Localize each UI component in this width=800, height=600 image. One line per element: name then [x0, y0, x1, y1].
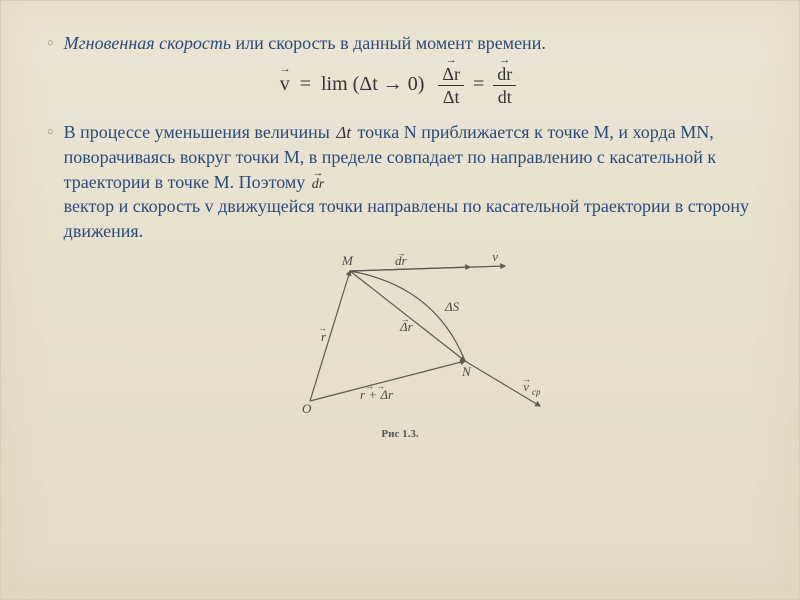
frac2-den: dt — [493, 86, 516, 106]
svg-text:r→: r→ — [318, 323, 327, 344]
formula-lim: lim — [321, 73, 348, 95]
bullet-1: ○ Мгновенная скорость или скорость в дан… — [47, 31, 753, 55]
frac2-num: dr — [497, 65, 512, 83]
svg-text:r + Δr→ →: r + Δr→ → — [360, 381, 394, 402]
frac1-den: Δt — [438, 86, 464, 106]
slide: ○ Мгновенная скорость или скорость в дан… — [0, 0, 800, 600]
diagram-container: O M N r→ r + Δr→ → dr→ v→ ΔS Δr→ v→ср Ри… — [47, 251, 753, 440]
formula: v = lim (Δt → 0) Δr Δt = dr dt — [47, 65, 753, 106]
bullet1-rest: или скорость в данный момент времени. — [231, 33, 546, 53]
b2-p1: В процессе уменьшения величины — [64, 122, 335, 142]
svg-text:v→: v→ — [490, 251, 499, 264]
label-vavg-sub: ср — [532, 387, 541, 397]
bullet-2-text: В процессе уменьшения величины Δt точка … — [64, 120, 753, 243]
formula-frac2: dr dt — [493, 65, 516, 106]
label-N: N — [461, 364, 472, 379]
svg-text:Δr→: Δr→ — [399, 314, 414, 334]
svg-text:v→ср: v→ср — [522, 374, 541, 397]
bullet-marker-icon: ○ — [47, 126, 54, 138]
frac1-num: Δr — [442, 65, 460, 83]
formula-lhs: v — [280, 73, 290, 96]
bullet-marker-icon: ○ — [47, 37, 54, 49]
label-dS: ΔS — [444, 299, 460, 314]
formula-eq: = — [473, 73, 484, 95]
b2-p3: вектор и скорость v движущейся точки нап… — [64, 196, 749, 240]
b2-sym2: dr — [312, 176, 324, 195]
label-O: O — [302, 401, 312, 416]
b2-sym1: Δt — [336, 122, 351, 145]
bullet1-prefix: Мгновенная скорость — [64, 33, 231, 53]
kinematics-diagram: O M N r→ r + Δr→ → dr→ v→ ΔS Δr→ v→ср — [250, 251, 550, 421]
svg-text:dr→: dr→ — [395, 251, 408, 268]
figure-caption: Рис 1.3. — [47, 428, 753, 440]
formula-frac1: Δr Δt — [438, 65, 464, 106]
label-M: M — [341, 253, 354, 268]
bullet-2: ○ В процессе уменьшения величины Δt точк… — [47, 120, 753, 243]
formula-arg: (Δt → 0) — [353, 73, 425, 95]
bullet-1-text: Мгновенная скорость или скорость в данны… — [64, 31, 546, 55]
